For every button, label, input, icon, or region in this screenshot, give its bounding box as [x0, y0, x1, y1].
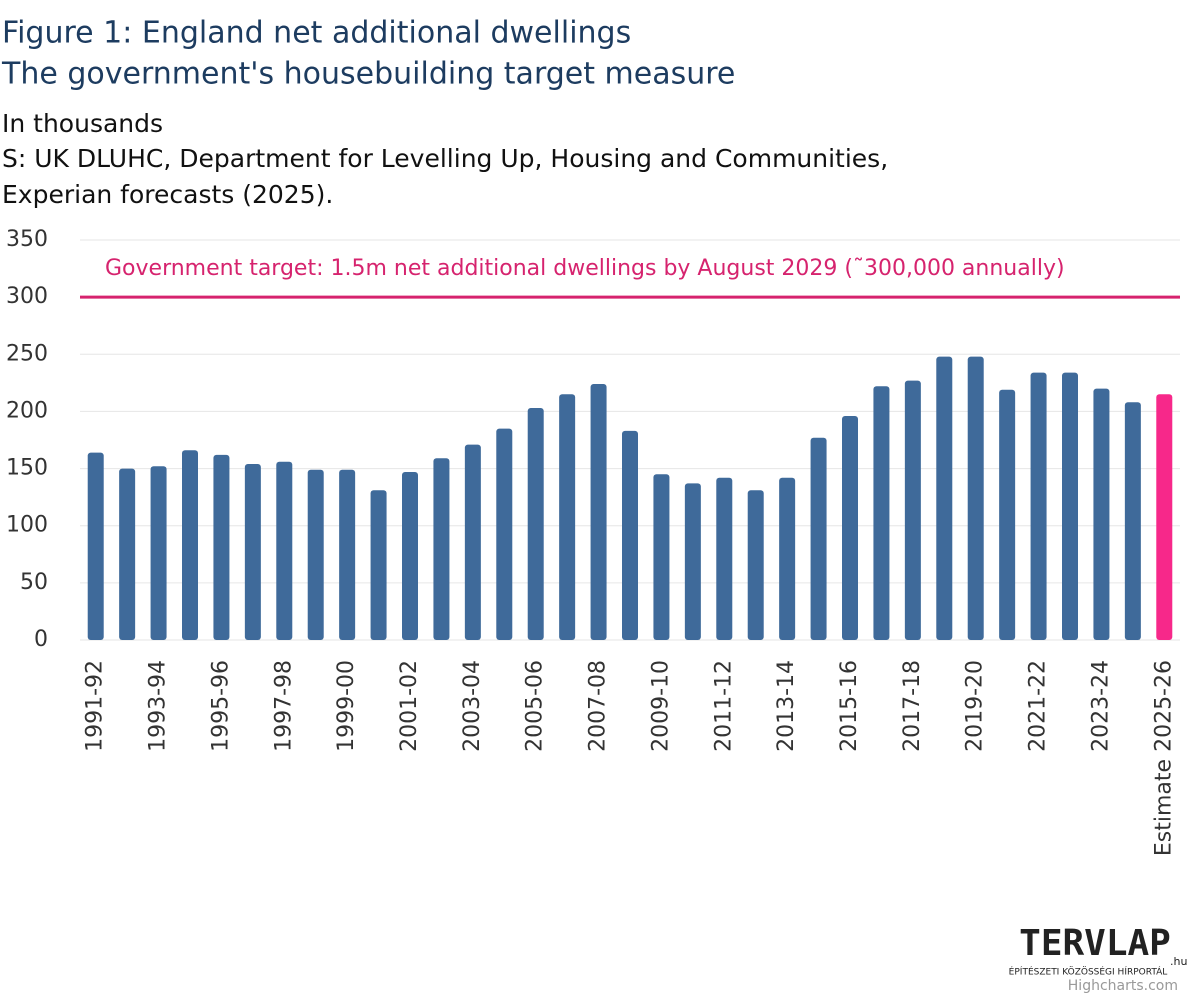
bar — [1030, 372, 1047, 640]
logo-tagline: ÉPÍTÉSZETI KÖZÖSSÉGI HÍRPORTÁL — [1009, 966, 1168, 978]
bar — [1093, 388, 1110, 640]
bar — [747, 490, 764, 640]
chart-subtitle: The government's housebuilding target me… — [1, 57, 735, 92]
y-tick-label: 300 — [6, 284, 48, 309]
bar — [622, 430, 638, 640]
credits: Highcharts.com — [1068, 978, 1178, 994]
y-tick-label: 250 — [6, 341, 48, 366]
bar — [779, 477, 796, 640]
bar — [150, 466, 167, 640]
bar — [559, 394, 576, 640]
bar — [370, 490, 387, 640]
bar — [433, 458, 450, 640]
x-tick-label: 2019-20 — [963, 660, 988, 752]
bar — [496, 428, 513, 640]
bar — [213, 454, 230, 640]
x-tick-label: 1995-96 — [208, 660, 233, 752]
bar — [684, 483, 701, 640]
bar — [402, 472, 418, 640]
bar — [810, 437, 827, 640]
bar — [119, 468, 136, 640]
bar — [307, 469, 324, 640]
x-tick-label: 2001-02 — [397, 660, 422, 752]
bar — [1124, 402, 1141, 640]
x-tick-label: 2011-12 — [711, 660, 736, 752]
bar — [873, 386, 890, 640]
bar — [716, 477, 733, 640]
bar — [904, 380, 921, 640]
bar — [182, 450, 198, 640]
bar — [999, 389, 1016, 640]
bar — [590, 384, 607, 640]
x-tick-label: 2005-06 — [523, 660, 548, 752]
y-tick-label: 150 — [6, 456, 48, 481]
x-tick-label: 1991-92 — [83, 660, 108, 752]
chart-title: Figure 1: England net additional dwellin… — [2, 16, 631, 51]
x-tick-label: 2007-08 — [586, 660, 611, 752]
bar — [87, 452, 104, 640]
bar — [653, 474, 670, 640]
x-tick-label: Estimate 2025-26 — [1151, 660, 1176, 856]
bar — [842, 416, 858, 640]
x-tick-label: 2009-10 — [648, 660, 673, 752]
y-tick-label: 0 — [34, 627, 48, 652]
source: Experian forecasts (2025). — [2, 180, 333, 209]
x-tick-label: 1993-94 — [146, 660, 171, 752]
x-tick-label: 2013-14 — [774, 660, 799, 752]
y-tick-label: 100 — [6, 513, 48, 538]
bar — [244, 464, 261, 640]
x-tick-label: 2015-16 — [837, 660, 862, 752]
bar — [276, 461, 293, 640]
source: S: UK DLUHC, Department for Levelling Up… — [2, 144, 888, 173]
x-tick-label: 2023-24 — [1088, 660, 1113, 752]
x-tick-label: 1997-98 — [271, 660, 296, 752]
bar — [464, 444, 481, 640]
bar — [1062, 372, 1078, 640]
bar — [527, 408, 544, 640]
y-tick-label: 50 — [20, 570, 48, 595]
x-tick-label: 1999-00 — [334, 660, 359, 752]
x-tick-label: 2017-18 — [900, 660, 925, 752]
y-tick-label: 200 — [6, 398, 48, 423]
bar — [339, 469, 356, 640]
bar — [967, 356, 984, 640]
unit-note: In thousands — [2, 109, 163, 138]
bar — [936, 356, 953, 640]
logo: TERVLAP — [1019, 923, 1171, 964]
target-label: Government target: 1.5m net additional d… — [105, 256, 1065, 281]
logo-domain: .hu — [1170, 955, 1187, 968]
bar — [1156, 394, 1173, 640]
x-tick-label: 2021-22 — [1026, 660, 1051, 752]
x-tick-label: 2003-04 — [460, 660, 485, 752]
y-tick-label: 350 — [6, 227, 48, 252]
